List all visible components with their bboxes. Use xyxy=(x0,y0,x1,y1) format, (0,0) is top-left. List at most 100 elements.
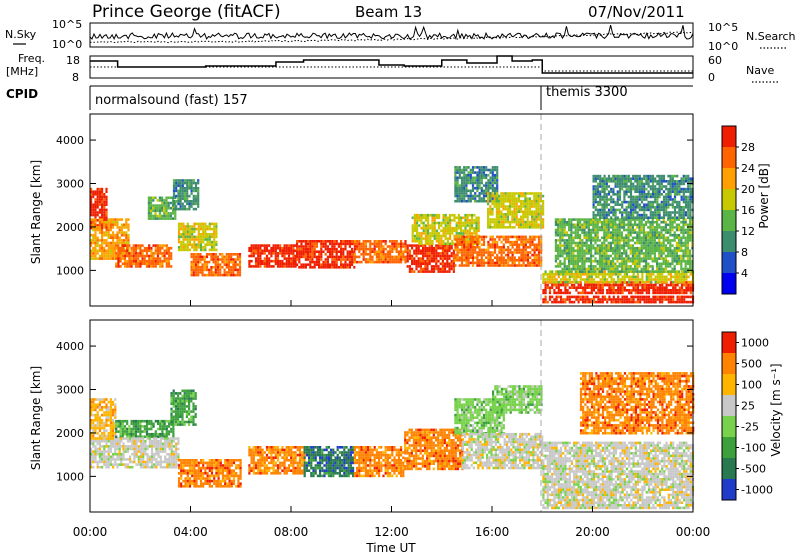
heatmap-cell-power-17 xyxy=(603,273,607,276)
heatmap-cell-power-18 xyxy=(660,226,663,229)
heatmap-cell-power-18 xyxy=(587,236,590,240)
heatmap-cell-power-14 xyxy=(495,226,498,229)
heatmap-cell-power-12 xyxy=(491,168,494,172)
heatmap-cell-power-18 xyxy=(620,233,623,237)
heatmap-cell-power-6 xyxy=(230,266,233,269)
heatmap-cell-power-15 xyxy=(647,298,651,301)
heatmap-cell-power-18 xyxy=(612,231,615,234)
heatmap-cell-power-13 xyxy=(478,264,481,267)
heatmap-cell-power-13 xyxy=(529,256,532,259)
heatmap-cell-power-13 xyxy=(531,259,534,262)
heatmap-cell-power-13 xyxy=(456,259,459,262)
heatmap-cell-power-18 xyxy=(587,228,590,232)
heatmap-cell-power-2 xyxy=(163,249,166,253)
heatmap-cell-power-1 xyxy=(96,228,99,232)
heatmap-cell-power-18 xyxy=(656,228,659,232)
heatmap-cell-power-18 xyxy=(645,252,648,255)
heatmap-cell-power-14 xyxy=(487,194,490,198)
heatmap-cell-power-11 xyxy=(416,221,419,225)
heatmap-cell-power-12 xyxy=(454,168,457,172)
heatmap-cell-power-10 xyxy=(415,252,418,255)
heatmap-cell-power-14 xyxy=(537,205,540,208)
heatmap-cell-power-14 xyxy=(535,218,538,221)
heatmap-cell-power-10 xyxy=(411,259,414,263)
heatmap-cell-power-16 xyxy=(643,283,646,287)
heatmap-cell-power-18 xyxy=(590,231,593,234)
heatmap-cell-power-2 xyxy=(115,257,118,260)
heatmap-cell-power-2 xyxy=(123,265,127,268)
heatmap-cell-power-18 xyxy=(629,231,632,234)
heatmap-cell-power-13 xyxy=(491,240,494,244)
heatmap-cell-power-18 xyxy=(647,246,650,250)
heatmap-cell-power-18 xyxy=(583,226,586,229)
heatmap-cell-power-0 xyxy=(101,200,104,204)
heatmap-cell-power-18 xyxy=(579,223,582,227)
heatmap-cell-power-1 xyxy=(101,239,104,242)
heatmap-cell-power-13 xyxy=(518,243,521,246)
heatmap-cell-power-16 xyxy=(617,289,620,292)
heatmap-cell-power-4 xyxy=(179,205,182,208)
heatmap-cell-power-18 xyxy=(574,254,577,258)
heatmap-cell-power-18 xyxy=(651,252,654,255)
heatmap-cell-power-5 xyxy=(180,235,183,239)
heatmap-cell-power-7 xyxy=(270,259,273,263)
heatmap-cell-power-18 xyxy=(585,233,588,237)
heatmap-cell-power-0 xyxy=(96,213,99,217)
heatmap-cell-power-18 xyxy=(618,233,621,237)
heatmap-cell-power-5 xyxy=(197,225,200,228)
heatmap-cell-power-7 xyxy=(276,244,280,247)
heatmap-cell-power-18 xyxy=(645,233,648,237)
heatmap-cell-power-2 xyxy=(121,249,124,253)
heatmap-cell-power-18 xyxy=(563,244,566,247)
heatmap-cell-power-9 xyxy=(362,255,365,259)
heatmap-cell-power-18 xyxy=(658,249,661,253)
heatmap-cell-power-13 xyxy=(507,264,510,267)
heatmap-cell-power-5 xyxy=(210,243,214,246)
heatmap-cell-power-16 xyxy=(689,289,692,292)
heatmap-cell-power-5 xyxy=(215,248,218,252)
heatmap-cell-power-10 xyxy=(444,254,447,258)
heatmap-cell-power-7 xyxy=(254,257,258,260)
heatmap-cell-power-18 xyxy=(574,270,577,273)
heatmap-cell-power-15 xyxy=(614,300,618,304)
heatmap-cell-power-3 xyxy=(147,214,150,218)
heatmap-cell-power-5 xyxy=(188,243,192,246)
heatmap-cell-power-8 xyxy=(320,263,323,266)
heatmap-cell-power-14 xyxy=(517,207,520,211)
heatmap-cell-power-13 xyxy=(482,248,486,252)
heatmap-cell-power-18 xyxy=(554,218,557,221)
heatmap-cell-power-16 xyxy=(564,283,567,287)
heatmap-cell-power-14 xyxy=(520,205,523,208)
heatmap-cell-power-18 xyxy=(662,226,665,229)
heatmap-cell-power-2 xyxy=(137,259,140,263)
heatmap-cell-power-5 xyxy=(184,225,187,228)
heatmap-cell-power-18 xyxy=(570,220,573,224)
heatmap-cell-power-1 xyxy=(98,254,101,258)
heatmap-cell-power-18 xyxy=(660,262,663,266)
heatmap-cell-power-15 xyxy=(658,295,662,299)
heatmap-cell-power-18 xyxy=(581,239,584,242)
heatmap-cell-power-10 xyxy=(446,259,449,263)
heatmap-cell-power-15 xyxy=(586,298,589,301)
heatmap-cell-power-9 xyxy=(378,260,381,264)
heatmap-cell-power-13 xyxy=(520,253,523,257)
heatmap-cell-power-9 xyxy=(373,242,376,246)
heatmap-cell-power-18 xyxy=(583,252,586,255)
heatmap-cell-power-12 xyxy=(478,179,481,182)
heatmap-cell-power-8 xyxy=(331,255,334,259)
heatmap-cell-power-10 xyxy=(428,246,431,250)
heatmap-cell-power-15 xyxy=(584,295,587,299)
heatmap-cell-power-5 xyxy=(191,235,194,239)
heatmap-cell-power-13 xyxy=(465,253,468,257)
heatmap-cell-power-7 xyxy=(276,257,280,260)
heatmap-cell-power-8 xyxy=(302,253,305,256)
heatmap-cell-power-10 xyxy=(452,249,455,253)
heatmap-cell-power-12 xyxy=(476,194,479,198)
heatmap-cell-power-9 xyxy=(400,245,403,248)
heatmap-cell-power-4 xyxy=(186,189,189,193)
heatmap-cell-power-12 xyxy=(493,173,497,177)
heatmap-cell-power-15 xyxy=(621,300,624,304)
heatmap-cell-power-8 xyxy=(346,263,349,266)
heatmap-cell-power-18 xyxy=(590,233,593,237)
heatmap-cell-power-18 xyxy=(651,265,654,268)
